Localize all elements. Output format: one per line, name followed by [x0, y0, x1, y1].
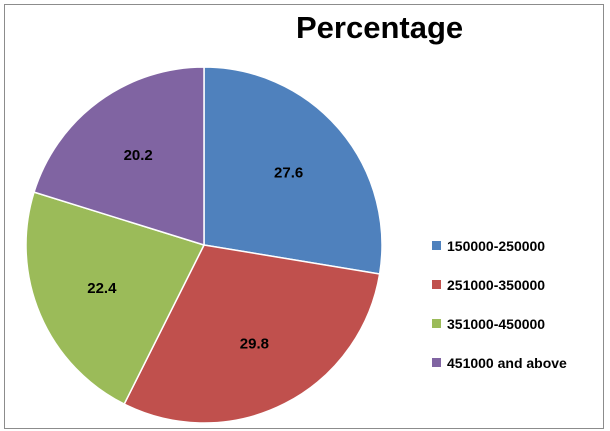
legend-label: 351000-450000 — [447, 316, 546, 332]
legend-label: 150000-250000 — [447, 238, 546, 254]
pie-slice-1 — [203, 66, 383, 275]
pie-slice-4 — [33, 66, 205, 247]
slice-data-label-1: 27.6 — [274, 165, 303, 182]
pie-slice-3 — [25, 191, 206, 406]
slice-data-label-3: 22.4 — [87, 280, 117, 297]
pie-slice-2 — [123, 244, 381, 424]
legend-swatch — [432, 358, 441, 367]
slice-data-label-4: 20.2 — [124, 147, 153, 164]
legend-label: 451000 and above — [447, 355, 567, 371]
legend-label: 251000-350000 — [447, 277, 546, 293]
slice-data-label-2: 29.8 — [240, 335, 269, 352]
legend-swatch — [432, 280, 441, 289]
legend-swatch — [432, 319, 441, 328]
legend-swatch — [432, 241, 441, 250]
chart-title: Percentage — [296, 10, 464, 45]
